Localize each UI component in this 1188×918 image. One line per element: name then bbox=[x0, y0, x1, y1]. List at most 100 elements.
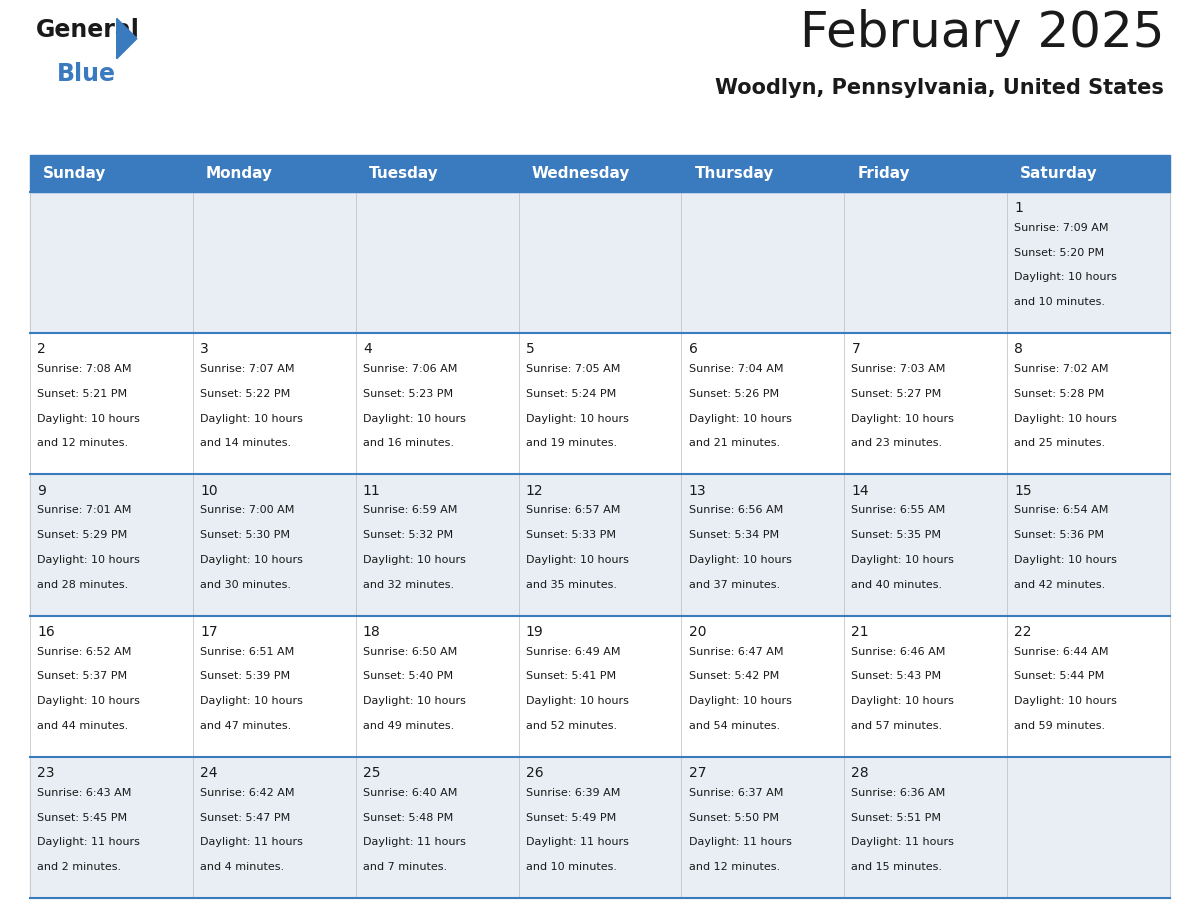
Text: Daylight: 10 hours: Daylight: 10 hours bbox=[1015, 414, 1117, 424]
Text: Wednesday: Wednesday bbox=[531, 166, 630, 181]
Text: Sunrise: 6:56 AM: Sunrise: 6:56 AM bbox=[689, 506, 783, 516]
Text: Daylight: 10 hours: Daylight: 10 hours bbox=[362, 554, 466, 565]
Text: and 21 minutes.: and 21 minutes. bbox=[689, 439, 779, 448]
Text: General: General bbox=[36, 18, 140, 42]
Text: Daylight: 10 hours: Daylight: 10 hours bbox=[37, 414, 140, 424]
Text: Daylight: 10 hours: Daylight: 10 hours bbox=[1015, 554, 1117, 565]
Text: Sunset: 5:51 PM: Sunset: 5:51 PM bbox=[852, 812, 941, 823]
Text: Sunrise: 6:50 AM: Sunrise: 6:50 AM bbox=[362, 646, 457, 656]
Text: Daylight: 11 hours: Daylight: 11 hours bbox=[852, 837, 954, 847]
Text: 26: 26 bbox=[526, 766, 543, 780]
Bar bbox=[30, 475, 1170, 616]
Text: Daylight: 10 hours: Daylight: 10 hours bbox=[689, 554, 791, 565]
Text: Daylight: 10 hours: Daylight: 10 hours bbox=[689, 696, 791, 706]
Text: 10: 10 bbox=[200, 484, 217, 498]
Text: Daylight: 11 hours: Daylight: 11 hours bbox=[362, 837, 466, 847]
Text: Sunrise: 7:03 AM: Sunrise: 7:03 AM bbox=[852, 364, 946, 375]
Text: Daylight: 10 hours: Daylight: 10 hours bbox=[200, 696, 303, 706]
Text: 22: 22 bbox=[1015, 625, 1031, 639]
Bar bbox=[30, 616, 1170, 756]
Bar bbox=[30, 155, 1170, 192]
Text: and 12 minutes.: and 12 minutes. bbox=[37, 439, 128, 448]
Bar bbox=[30, 333, 1170, 475]
Text: Sunset: 5:21 PM: Sunset: 5:21 PM bbox=[37, 389, 127, 399]
Text: Sunrise: 6:52 AM: Sunrise: 6:52 AM bbox=[37, 646, 132, 656]
Text: 24: 24 bbox=[200, 766, 217, 780]
Text: Sunrise: 6:59 AM: Sunrise: 6:59 AM bbox=[362, 506, 457, 516]
Text: and 25 minutes.: and 25 minutes. bbox=[1015, 439, 1105, 448]
Text: and 52 minutes.: and 52 minutes. bbox=[526, 721, 617, 731]
Text: 25: 25 bbox=[362, 766, 380, 780]
Text: and 19 minutes.: and 19 minutes. bbox=[526, 439, 617, 448]
Text: 21: 21 bbox=[852, 625, 870, 639]
Text: Sunset: 5:39 PM: Sunset: 5:39 PM bbox=[200, 671, 290, 681]
Text: Sunset: 5:33 PM: Sunset: 5:33 PM bbox=[526, 531, 615, 540]
Text: 2: 2 bbox=[37, 342, 46, 356]
Text: Daylight: 11 hours: Daylight: 11 hours bbox=[689, 837, 791, 847]
Text: Daylight: 11 hours: Daylight: 11 hours bbox=[526, 837, 628, 847]
Text: Sunset: 5:41 PM: Sunset: 5:41 PM bbox=[526, 671, 615, 681]
Text: Daylight: 10 hours: Daylight: 10 hours bbox=[852, 696, 954, 706]
Text: Sunrise: 6:47 AM: Sunrise: 6:47 AM bbox=[689, 646, 783, 656]
Text: Sunrise: 6:49 AM: Sunrise: 6:49 AM bbox=[526, 646, 620, 656]
Text: 9: 9 bbox=[37, 484, 46, 498]
Text: Sunset: 5:49 PM: Sunset: 5:49 PM bbox=[526, 812, 615, 823]
Text: and 32 minutes.: and 32 minutes. bbox=[362, 579, 454, 589]
Text: Sunset: 5:30 PM: Sunset: 5:30 PM bbox=[200, 531, 290, 540]
Text: Sunrise: 7:08 AM: Sunrise: 7:08 AM bbox=[37, 364, 132, 375]
Text: Sunset: 5:40 PM: Sunset: 5:40 PM bbox=[362, 671, 453, 681]
Text: Sunset: 5:48 PM: Sunset: 5:48 PM bbox=[362, 812, 453, 823]
Text: and 28 minutes.: and 28 minutes. bbox=[37, 579, 128, 589]
Text: 8: 8 bbox=[1015, 342, 1023, 356]
Text: Sunset: 5:34 PM: Sunset: 5:34 PM bbox=[689, 531, 778, 540]
Text: and 59 minutes.: and 59 minutes. bbox=[1015, 721, 1105, 731]
Text: and 10 minutes.: and 10 minutes. bbox=[1015, 297, 1105, 308]
Text: Sunrise: 6:51 AM: Sunrise: 6:51 AM bbox=[200, 646, 295, 656]
Text: and 42 minutes.: and 42 minutes. bbox=[1015, 579, 1106, 589]
Text: 3: 3 bbox=[200, 342, 209, 356]
Text: and 23 minutes.: and 23 minutes. bbox=[852, 439, 942, 448]
Text: Woodlyn, Pennsylvania, United States: Woodlyn, Pennsylvania, United States bbox=[715, 78, 1164, 98]
Text: Sunrise: 7:05 AM: Sunrise: 7:05 AM bbox=[526, 364, 620, 375]
Text: 27: 27 bbox=[689, 766, 706, 780]
Text: Sunset: 5:29 PM: Sunset: 5:29 PM bbox=[37, 531, 127, 540]
Text: Daylight: 10 hours: Daylight: 10 hours bbox=[362, 414, 466, 424]
Text: Daylight: 10 hours: Daylight: 10 hours bbox=[852, 554, 954, 565]
Text: Sunrise: 6:42 AM: Sunrise: 6:42 AM bbox=[200, 788, 295, 798]
Text: Sunset: 5:23 PM: Sunset: 5:23 PM bbox=[362, 389, 453, 399]
Text: and 35 minutes.: and 35 minutes. bbox=[526, 579, 617, 589]
Text: Sunset: 5:32 PM: Sunset: 5:32 PM bbox=[362, 531, 453, 540]
Text: Sunday: Sunday bbox=[43, 166, 107, 181]
Text: and 12 minutes.: and 12 minutes. bbox=[689, 862, 779, 872]
Text: 17: 17 bbox=[200, 625, 217, 639]
Text: Sunrise: 7:02 AM: Sunrise: 7:02 AM bbox=[1015, 364, 1108, 375]
Text: 23: 23 bbox=[37, 766, 55, 780]
Text: and 10 minutes.: and 10 minutes. bbox=[526, 862, 617, 872]
Text: Daylight: 10 hours: Daylight: 10 hours bbox=[852, 414, 954, 424]
Text: and 7 minutes.: and 7 minutes. bbox=[362, 862, 447, 872]
Text: and 15 minutes.: and 15 minutes. bbox=[852, 862, 942, 872]
Text: Daylight: 10 hours: Daylight: 10 hours bbox=[200, 554, 303, 565]
Text: Sunrise: 6:37 AM: Sunrise: 6:37 AM bbox=[689, 788, 783, 798]
Text: Sunset: 5:50 PM: Sunset: 5:50 PM bbox=[689, 812, 778, 823]
Text: Daylight: 10 hours: Daylight: 10 hours bbox=[526, 696, 628, 706]
Text: Sunrise: 6:43 AM: Sunrise: 6:43 AM bbox=[37, 788, 132, 798]
Text: Sunset: 5:42 PM: Sunset: 5:42 PM bbox=[689, 671, 779, 681]
Text: Sunrise: 7:09 AM: Sunrise: 7:09 AM bbox=[1015, 223, 1108, 233]
Text: Sunrise: 6:40 AM: Sunrise: 6:40 AM bbox=[362, 788, 457, 798]
Text: 19: 19 bbox=[526, 625, 543, 639]
Text: Daylight: 10 hours: Daylight: 10 hours bbox=[362, 696, 466, 706]
Text: Sunset: 5:22 PM: Sunset: 5:22 PM bbox=[200, 389, 290, 399]
Text: Tuesday: Tuesday bbox=[368, 166, 438, 181]
Text: Sunrise: 6:57 AM: Sunrise: 6:57 AM bbox=[526, 506, 620, 516]
Text: 11: 11 bbox=[362, 484, 380, 498]
Text: Sunrise: 6:36 AM: Sunrise: 6:36 AM bbox=[852, 788, 946, 798]
Text: Sunset: 5:28 PM: Sunset: 5:28 PM bbox=[1015, 389, 1105, 399]
Text: Daylight: 10 hours: Daylight: 10 hours bbox=[689, 414, 791, 424]
Text: Sunset: 5:47 PM: Sunset: 5:47 PM bbox=[200, 812, 290, 823]
Text: and 57 minutes.: and 57 minutes. bbox=[852, 721, 942, 731]
Text: Sunrise: 7:04 AM: Sunrise: 7:04 AM bbox=[689, 364, 783, 375]
Text: and 54 minutes.: and 54 minutes. bbox=[689, 721, 779, 731]
Text: Sunrise: 7:07 AM: Sunrise: 7:07 AM bbox=[200, 364, 295, 375]
Text: Sunrise: 7:06 AM: Sunrise: 7:06 AM bbox=[362, 364, 457, 375]
